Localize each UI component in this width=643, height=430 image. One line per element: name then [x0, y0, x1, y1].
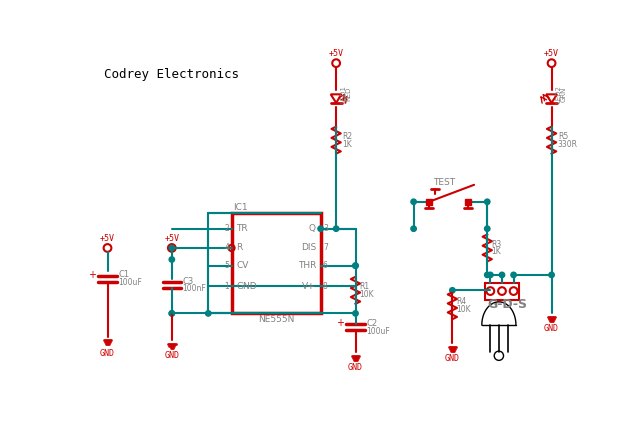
Text: 4: 4 — [224, 243, 229, 252]
Text: +5V: +5V — [544, 49, 559, 58]
Circle shape — [487, 272, 493, 278]
Bar — [231, 213, 321, 313]
Circle shape — [485, 272, 490, 278]
Text: +5V: +5V — [165, 233, 179, 243]
Text: IC1: IC1 — [233, 203, 248, 212]
Circle shape — [353, 263, 358, 268]
Text: 8: 8 — [323, 282, 328, 291]
Text: 330R: 330R — [557, 139, 578, 148]
Text: R2: R2 — [342, 132, 352, 141]
Text: Codrey Electronics: Codrey Electronics — [104, 68, 239, 81]
Text: C1: C1 — [118, 270, 129, 280]
Text: R1: R1 — [359, 282, 370, 291]
Text: 100uF: 100uF — [118, 278, 142, 287]
Text: R3: R3 — [491, 240, 502, 249]
Text: THR: THR — [298, 261, 316, 270]
Text: 2: 2 — [224, 224, 229, 233]
Text: +5V: +5V — [329, 49, 343, 58]
Circle shape — [485, 226, 490, 231]
Text: GND: GND — [165, 351, 179, 360]
Text: GND: GND — [348, 363, 363, 372]
Text: 1: 1 — [224, 282, 229, 291]
Text: +5V: +5V — [100, 233, 115, 243]
Text: 5: 5 — [224, 261, 229, 270]
Text: 3: 3 — [323, 224, 328, 233]
Text: +: + — [336, 318, 344, 329]
Text: DIS: DIS — [301, 243, 316, 252]
Circle shape — [411, 226, 416, 231]
Text: LED2: LED2 — [556, 85, 561, 103]
Text: 100uF: 100uF — [367, 327, 390, 335]
Circle shape — [511, 272, 516, 278]
Text: TR: TR — [236, 224, 248, 233]
Circle shape — [499, 272, 505, 278]
Text: 10K: 10K — [359, 290, 374, 299]
Text: GND: GND — [544, 324, 559, 333]
Text: R: R — [236, 243, 242, 252]
Circle shape — [334, 226, 339, 231]
Text: GND: GND — [236, 282, 257, 291]
Text: +: + — [88, 270, 96, 280]
Circle shape — [206, 311, 211, 316]
Circle shape — [549, 272, 554, 278]
Text: GND: GND — [445, 353, 460, 362]
Circle shape — [169, 257, 174, 262]
Circle shape — [318, 226, 323, 231]
Text: NE555N: NE555N — [258, 315, 294, 324]
Text: GRN: GRN — [561, 86, 567, 101]
Text: V+: V+ — [302, 282, 316, 291]
Circle shape — [169, 245, 174, 251]
Circle shape — [169, 311, 174, 316]
Circle shape — [449, 288, 455, 293]
Text: RED: RED — [345, 87, 352, 101]
Text: C2: C2 — [367, 319, 377, 328]
Text: R5: R5 — [557, 132, 568, 141]
Text: LED1: LED1 — [340, 85, 346, 103]
Circle shape — [353, 311, 358, 316]
Circle shape — [169, 311, 174, 316]
Text: G-D-S: G-D-S — [487, 298, 527, 310]
Text: 10K: 10K — [457, 305, 471, 314]
Text: 6: 6 — [323, 261, 328, 270]
Text: C3: C3 — [183, 276, 194, 286]
Bar — [485, 283, 519, 300]
Text: GND: GND — [100, 349, 115, 358]
Text: 7: 7 — [323, 243, 328, 252]
Circle shape — [353, 263, 358, 268]
Text: Q: Q — [309, 224, 316, 233]
Text: 1K: 1K — [491, 247, 501, 256]
Text: 1K: 1K — [342, 139, 352, 148]
Text: CV: CV — [236, 261, 249, 270]
Text: 100nF: 100nF — [183, 284, 206, 293]
Text: R4: R4 — [457, 298, 467, 306]
Circle shape — [485, 199, 490, 204]
Text: TEST: TEST — [433, 178, 455, 187]
Circle shape — [411, 199, 416, 204]
